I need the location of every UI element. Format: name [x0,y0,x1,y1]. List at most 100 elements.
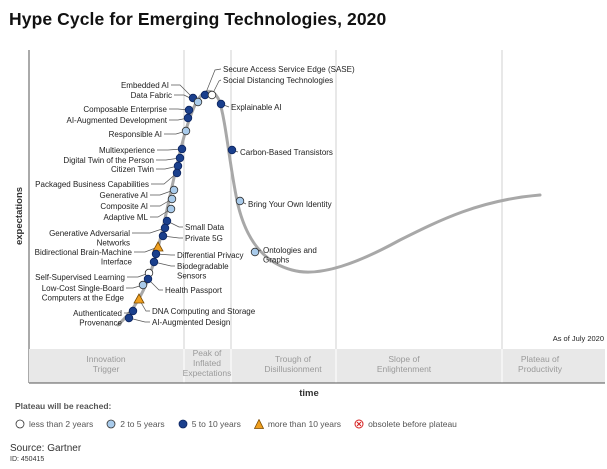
label-social-distancing-technologies: Social Distancing Technologies [223,76,333,85]
label-carbon-based-transistors: Carbon-Based Transistors [240,148,333,157]
as-of-note: As of July 2020 [553,334,604,343]
x-axis-title: time [299,388,319,399]
label-packaged-business-capabilities: Packaged Business Capabilities [35,180,149,189]
marker-explainable-ai [216,99,226,109]
label-multiexperience: Multiexperience [99,146,156,155]
leader-adaptive-ml [150,208,172,218]
label-ai-augmented-development: AI-Augmented Development [67,116,168,125]
chart-title: Hype Cycle for Emerging Technologies, 20… [9,9,387,29]
y-axis-title: expectations [14,187,25,245]
leader-generative-adversarial-networks [132,227,166,234]
legend-label-2to5: 2 to 5 years [120,419,165,429]
marker-biodegradable-sensors [149,257,159,267]
leader-digital-twin-of-the-person [156,157,181,161]
legend-swatch-2to5 [106,419,116,429]
label-authenticated-provenance: Authenticated Provenance [73,309,122,328]
legend-label-gt10: more than 10 years [267,419,342,429]
phase-label: Innovation Trigger [86,354,125,374]
legend-item-gt10: more than 10 years [253,419,342,429]
legend-swatch-5to10 [178,419,188,429]
marker-responsible-ai [181,126,191,136]
marker-generative-adversarial-networks [160,223,170,233]
phase-label: Plateau of Productivity [518,354,563,374]
marker-multiexperience [177,144,187,154]
leader-health-passport [147,278,163,291]
marker-packaged-business-capabilities [172,168,182,178]
hype-cycle-chart: Innovation Trigger Peak of Inflated Expectat… [14,50,605,399]
label-embedded-ai: Embedded AI [121,81,169,90]
label-explainable-ai: Explainable AI [231,103,282,112]
label-health-passport: Health Passport [165,286,223,295]
label-secure-access-service-edge-sase: Secure Access Service Edge (SASE) [223,65,355,74]
marker-carbon-based-transistors [227,145,237,155]
marker-ai-augmented-development [183,113,193,123]
legend-label-lt2: less than 2 years [29,419,94,429]
label-responsible-ai: Responsible AI [109,130,162,139]
marker-ontologies-and-graphs [250,247,260,257]
marker-bidirectional-brain-machine-interface [152,241,164,252]
label-composite-ai: Composite AI [100,202,148,211]
marker-adaptive-ml [166,204,176,214]
marker-data-fabric [193,97,203,107]
label-ontologies-and-graphs: Ontologies and Graphs [263,246,317,265]
legend-item-2to5: 2 to 5 years [106,419,165,429]
legend-title: Plateau will be reached: [15,401,112,411]
marker-composable-enterprise [184,105,194,115]
label-digital-twin-of-the-person: Digital Twin of the Person [63,156,154,165]
marker-digital-twin-of-the-person [175,153,185,163]
marker-private-5g [158,231,168,241]
label-generative-ai: Generative AI [100,191,148,200]
legend-swatch-lt2 [15,419,25,429]
marker-low-cost-single-board-computers-at-the-edge [138,280,148,290]
phase-label: Trough of Disillusionment [264,354,322,374]
phase-band [29,349,605,383]
marker-secure-access-service-edge-sase [200,90,210,100]
label-bring-your-own-identity: Bring Your Own Identity [248,200,332,209]
phase-label: Peak of Inflated Expectations [183,348,232,378]
marker-social-distancing-technologies [207,90,217,100]
markers [124,90,260,323]
legend-swatch-gt10 [253,419,264,429]
marker-bring-your-own-identity [235,196,245,206]
label-self-supervised-learning: Self-Supervised Learning [35,273,125,282]
marker-authenticated-provenance [128,306,138,316]
legend-item-obsolete: obsolete before plateau [354,419,457,429]
label-data-fabric: Data Fabric [131,91,172,100]
label-low-cost-single-board-computers-at-the-edge: Low-Cost Single-Board Computers at the Ed… [42,284,125,303]
leader-social-distancing-technologies [211,79,222,96]
phase-label: Slope of Enlightenment [377,354,432,374]
leader-citizen-twin [156,165,179,170]
leader-small-data [166,220,183,228]
marker-differential-privacy [151,249,161,259]
leader-bidirectional-brain-machine-interface [134,246,159,253]
label-differential-privacy: Differential Privacy [177,251,244,260]
label-ai-augmented-design: AI-Augmented Design [152,318,230,327]
leader-packaged-business-capabilities [151,172,178,185]
marker-citizen-twin [173,161,183,171]
document-id: ID: 450415 [10,456,45,463]
leader-multiexperience [157,148,183,151]
label-adaptive-ml: Adaptive ML [104,213,149,222]
legend-swatch-obsolete [354,419,364,429]
marker-dna-computing-and-storage [133,293,145,304]
marker-health-passport [143,274,153,284]
marker-ai-augmented-design [124,313,134,323]
marker-small-data [162,216,172,226]
legend-label-obsolete: obsolete before plateau [368,419,457,429]
leader-generative-ai [150,189,175,196]
marker-composite-ai [167,194,177,204]
leader-private-5g [162,235,183,239]
leader-differential-privacy [155,253,175,256]
label-generative-adversarial-networks: Generative Adversarial Networks [49,229,130,248]
leader-biodegradable-sensors [153,261,175,267]
legend-item-lt2: less than 2 years [15,419,93,429]
leader-ai-augmented-design [128,317,150,323]
label-small-data: Small Data [185,223,225,232]
leader-embedded-ai [171,84,194,99]
label-bidirectional-brain-machine-interface: Bidirectional Brain-Machine Interface [35,248,133,267]
legend-label-5to10: 5 to 10 years [191,419,241,429]
labels: Secure Access Service Edge (SASE) Social … [35,65,355,328]
label-biodegradable-sensors: Biodegradable Sensors [177,262,229,281]
label-citizen-twin: Citizen Twin [111,165,154,174]
marker-generative-ai [169,185,179,195]
